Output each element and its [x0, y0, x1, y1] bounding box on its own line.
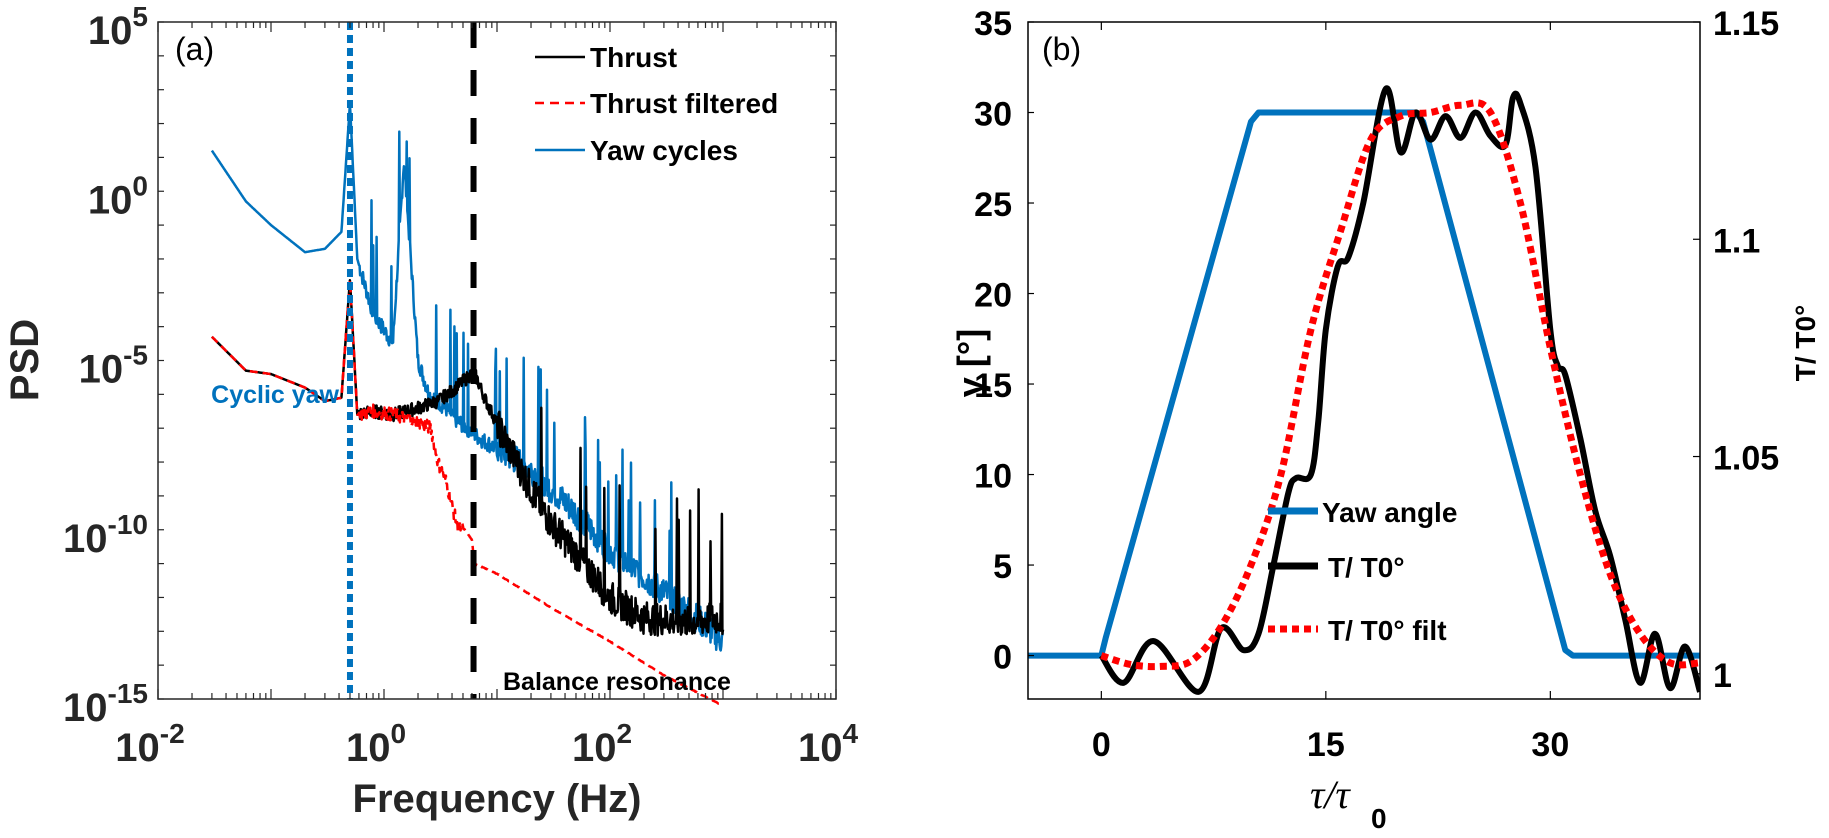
- series-line-yaw-angle: [1028, 109, 1700, 659]
- panel-b-legend: Yaw angle T/ T0° T/ T0° filt: [1268, 497, 1457, 646]
- panel-a-legend: Thrust Thrust filtered Yaw cycles: [535, 42, 778, 166]
- panel-b-label: (b): [1042, 31, 1081, 67]
- panel-a-series-group: [210, 103, 725, 707]
- y-tick-label: 35: [974, 5, 1012, 43]
- y-right-tick-label: 1.1: [1713, 222, 1760, 260]
- panel-b-series-group: [1028, 85, 1700, 695]
- cyclic-yaw-annotation: Cyclic yaw: [211, 381, 339, 409]
- legend-label-yaw-cycles: Yaw cycles: [590, 135, 738, 166]
- panel-b-ticks: [1028, 21, 1700, 699]
- panel-b-plot-frame: [1027, 21, 1701, 700]
- x-tick-label: 100: [346, 718, 406, 770]
- y-right-tick-label: 1.15: [1713, 5, 1779, 43]
- panel-b-xlabel: τ/τ: [1310, 772, 1351, 817]
- legend-label-thrust: Thrust: [590, 42, 677, 73]
- y-tick-label: 10: [974, 458, 1012, 496]
- series-line-t-t0-filt: [1100, 99, 1700, 671]
- legend-label-thrust-ratio: T/ T0°: [1328, 552, 1405, 583]
- panel-a-tick-labels: 10-2 100 102 104 105 100 10-5 10-10 10-15: [63, 1, 858, 770]
- series-line-thrust: [211, 279, 725, 637]
- y-tick-label: 30: [974, 96, 1012, 134]
- panel-a-label: (a): [175, 31, 214, 67]
- y-tick-label: 25: [974, 186, 1012, 224]
- y-tick-label: 10-5: [79, 340, 148, 392]
- panel-a-ticks: [157, 21, 837, 700]
- series-line-t-t0: [1098, 85, 1700, 695]
- y-right-tick-label: 1: [1713, 657, 1732, 695]
- panel-a-ylabel: PSD: [3, 319, 47, 401]
- panel-a-xlabel: Frequency (Hz): [353, 777, 642, 821]
- x-tick-label: 0: [1092, 726, 1111, 764]
- x-tick-label: 15: [1307, 726, 1345, 764]
- y-tick-label: 100: [88, 170, 148, 222]
- legend-label-thrust-ratio-filt: T/ T0° filt: [1328, 615, 1447, 646]
- x-tick-label: 30: [1531, 726, 1569, 764]
- y-tick-label: 5: [993, 548, 1012, 586]
- series-line-yaw-cycles: [210, 103, 725, 652]
- legend-label-thrust-filtered: Thrust filtered: [590, 88, 778, 119]
- y-tick-label: 20: [974, 277, 1012, 315]
- legend-label-yaw-angle: Yaw angle: [1322, 497, 1457, 528]
- y-right-tick-label: 1.05: [1713, 440, 1779, 478]
- y-tick-label: 10-15: [63, 678, 148, 730]
- y-tick-label: 15: [974, 367, 1012, 405]
- y-tick-label: 105: [88, 1, 148, 53]
- panel-b-ylabel: γ [°]: [950, 329, 991, 397]
- panel-b-tick-labels: 0 15 30 0 5 10 15 20 25 30 35 1 1.05 1.1 1.15: [974, 5, 1779, 764]
- x-tick-label: 104: [798, 718, 859, 770]
- x-tick-label: 10-2: [115, 718, 184, 770]
- balance-resonance-annotation: Balance resonance: [503, 668, 731, 696]
- panel-a-psd-chart: 10-2 100 102 104 105 100 10-5 10-10 10-15 (a) Fr…: [3, 1, 858, 821]
- y-tick-label: 0: [993, 639, 1012, 677]
- panel-b-xlabel-subscript: 0: [1371, 803, 1387, 834]
- x-tick-label: 102: [572, 718, 632, 770]
- y-tick-label: 10-10: [63, 509, 148, 561]
- panel-a-vertical-lines: [346, 22, 477, 699]
- panel-b-ylabel-right: T/ T0°: [1790, 305, 1821, 382]
